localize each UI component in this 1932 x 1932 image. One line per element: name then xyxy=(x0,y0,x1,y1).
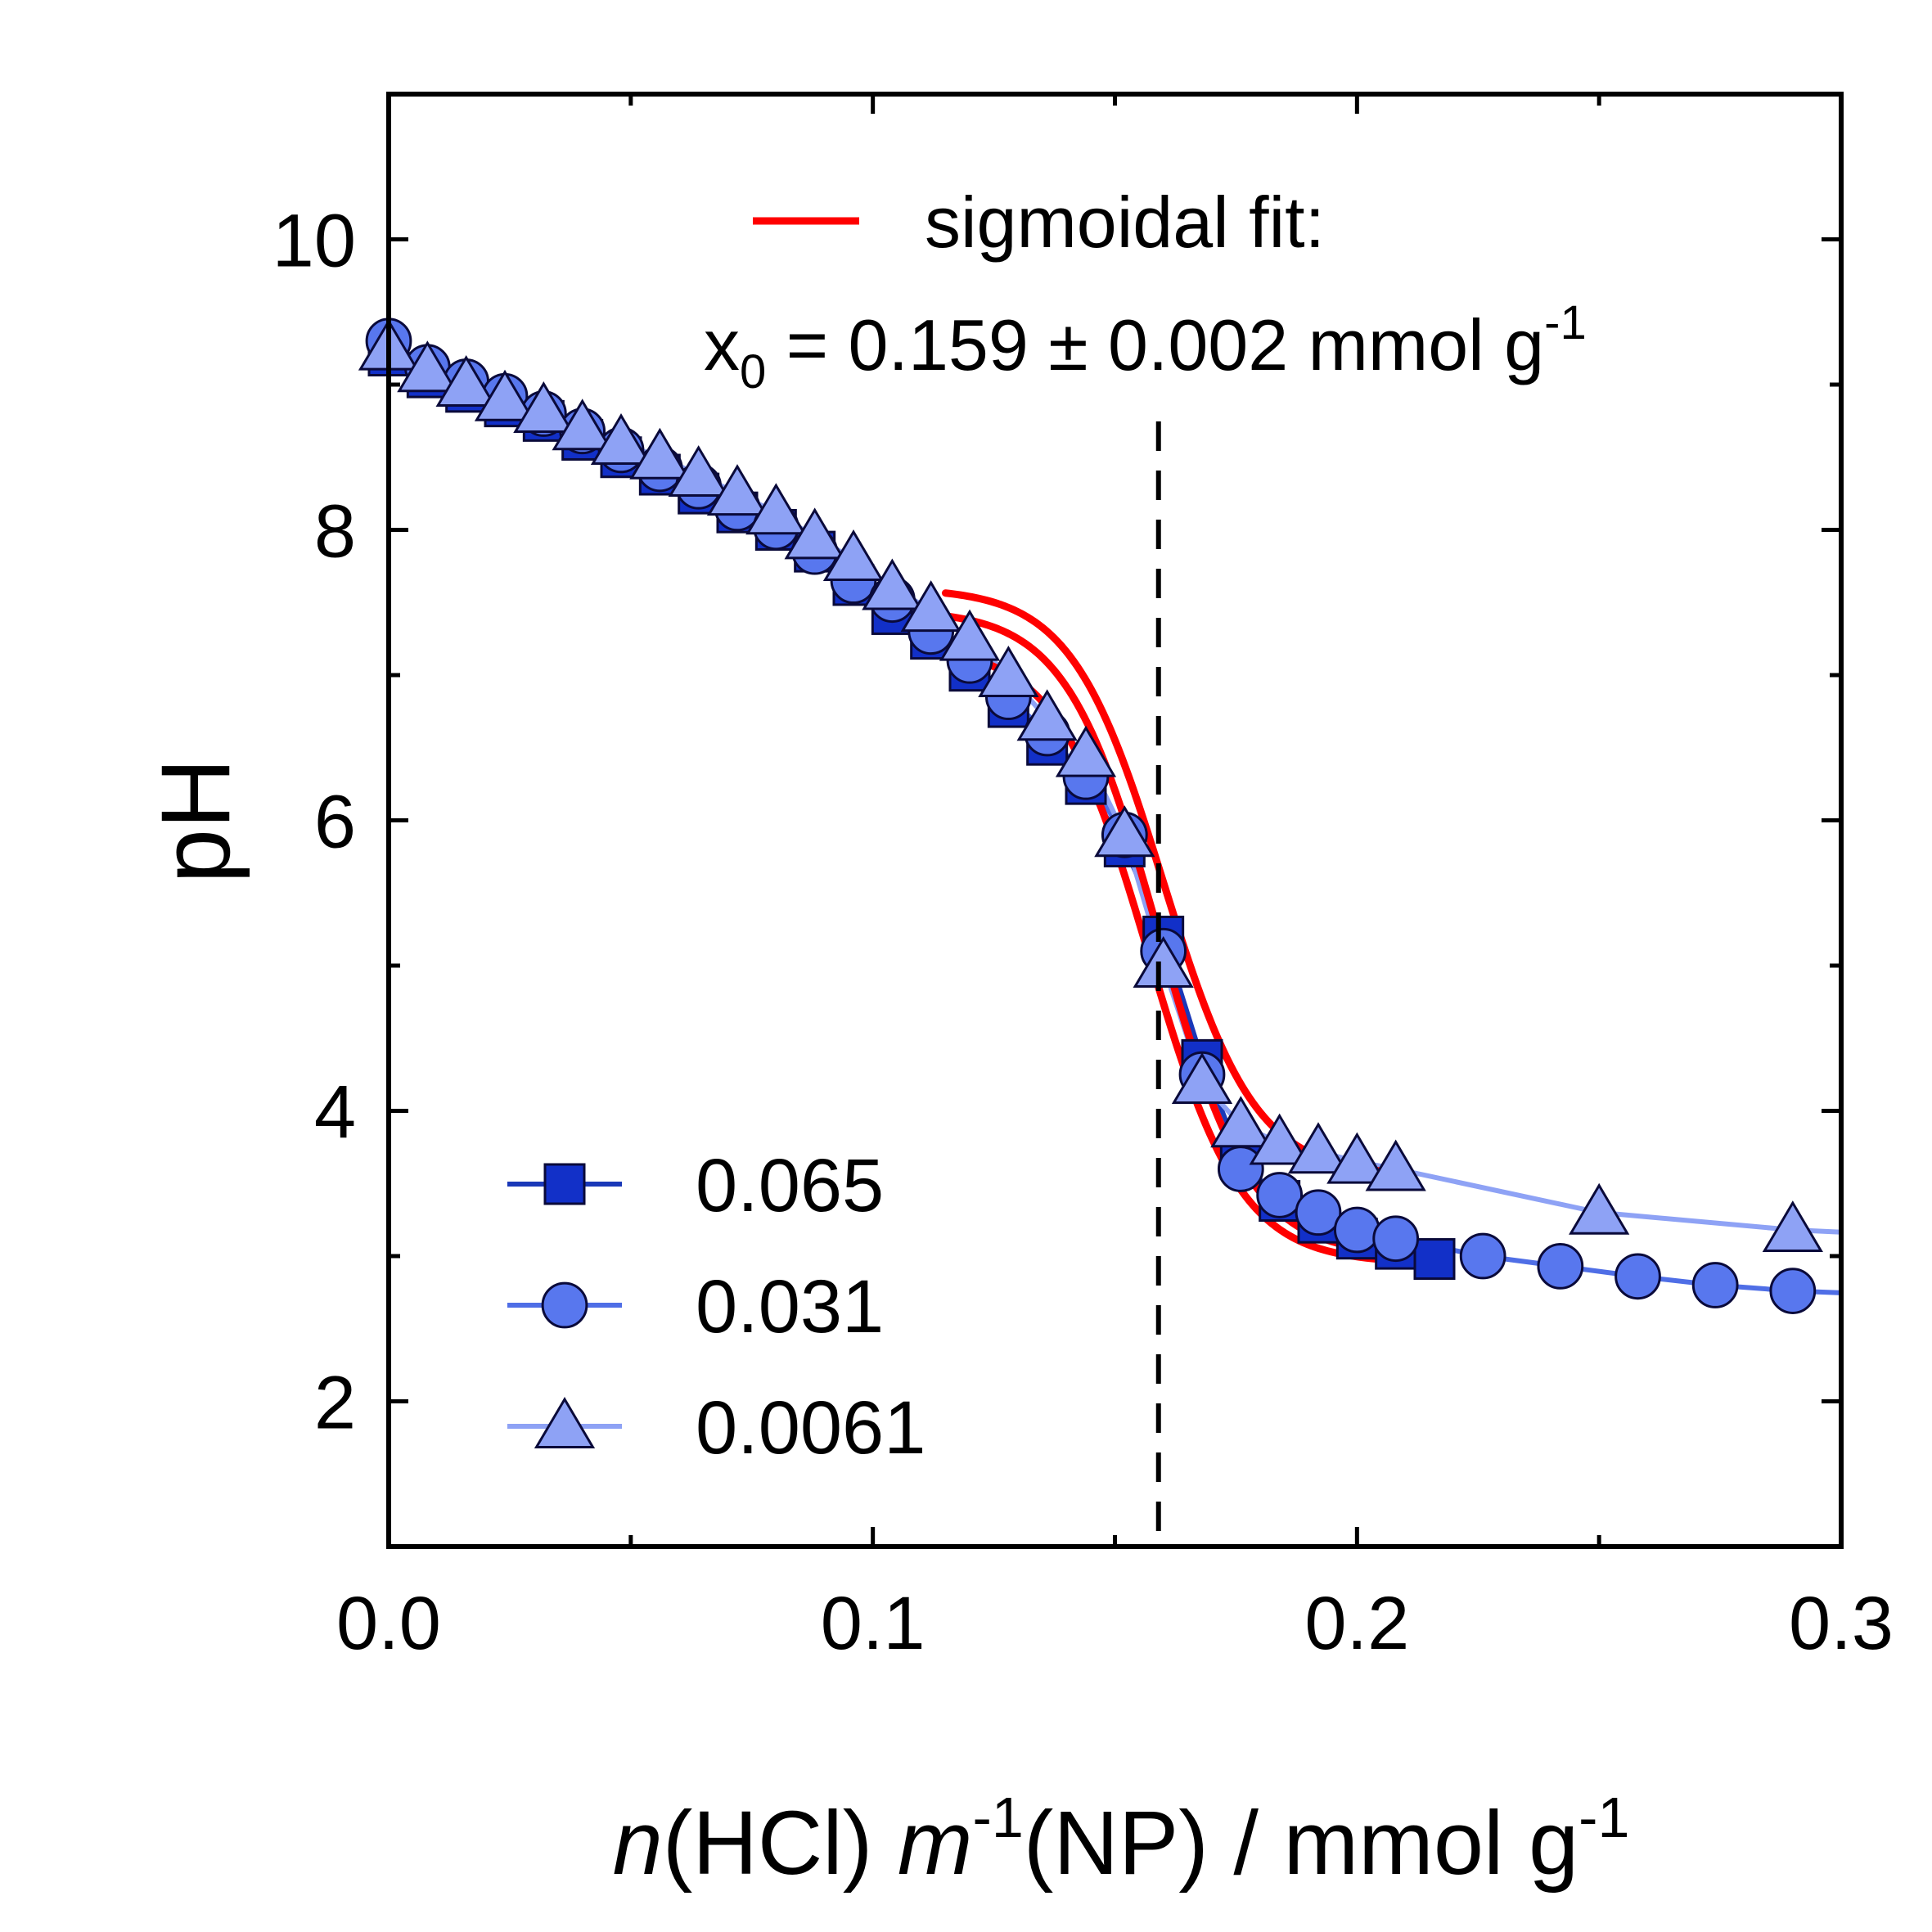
y-tick-label: 10 xyxy=(272,200,356,283)
marker-0.0061 xyxy=(552,399,613,451)
marker-0.0061 xyxy=(668,445,729,498)
fit-legend-label: sigmoidal fit: xyxy=(925,182,1325,263)
marker-0.0061 xyxy=(978,646,1039,697)
marker-0.0061 xyxy=(1171,1052,1233,1104)
legend-marker-0.0061 xyxy=(534,1397,596,1448)
marker-0.0061 xyxy=(513,381,574,433)
legend-label: 0.065 xyxy=(696,1144,884,1227)
plot-frame xyxy=(386,92,1844,1549)
marker-0.0061 xyxy=(862,558,923,610)
marker-0.0061 xyxy=(1210,1096,1272,1148)
data-markers xyxy=(358,317,1823,1314)
marker-0.031 xyxy=(1372,1215,1420,1263)
marker-0.0061 xyxy=(822,529,885,581)
marker-0.0061 xyxy=(1016,689,1078,741)
marker-0.0061 xyxy=(706,464,768,516)
y-tick-label: 6 xyxy=(314,781,356,864)
marker-0.0061 xyxy=(629,427,691,480)
axis-layer: 0.0 0.1 0.2 0.3 2 4 6 8 10 xyxy=(272,94,1894,1665)
x-tick-label: 0.2 xyxy=(1304,1582,1409,1665)
y-axis-label-layer: pH xyxy=(141,758,250,883)
marker-0.031 xyxy=(1691,1262,1739,1308)
marker-0.0061 xyxy=(1094,805,1155,858)
marker-0.0061 xyxy=(939,609,1001,661)
marker-0.0061 xyxy=(1249,1113,1310,1165)
marker-0.0061 xyxy=(900,580,961,633)
y-tick-label: 2 xyxy=(314,1362,356,1445)
legend-marker-0.031 xyxy=(541,1281,588,1329)
marker-0.0061 xyxy=(1133,936,1194,988)
marker-0.031 xyxy=(1295,1189,1342,1236)
marker-0.031 xyxy=(1537,1243,1584,1290)
marker-0.0061 xyxy=(435,355,497,407)
marker-0.031 xyxy=(1333,1206,1380,1254)
marker-0.0061 xyxy=(1569,1182,1630,1235)
legend-label: 0.031 xyxy=(696,1265,884,1349)
fit-result-text: x0 = 0.159 ± 0.002 mmol g-1 xyxy=(704,296,1587,399)
x-tick-label: 0.1 xyxy=(821,1582,925,1665)
marker-0.0061 xyxy=(1762,1200,1823,1253)
legend-marker-0.065 xyxy=(543,1163,586,1205)
legend: 0.065 0.031 0.0061 xyxy=(507,1144,925,1470)
marker-0.0061 xyxy=(1326,1132,1388,1184)
marker-0.0061 xyxy=(474,369,536,421)
marker-0.031 xyxy=(1615,1253,1661,1300)
fit-legend: sigmoidal fit: x0 = 0.159 ± 0.002 mmol g-… xyxy=(704,182,1587,399)
x-axis-label-layer: n(HCl) m-1(NP) / mmol g-1 xyxy=(613,1786,1630,1894)
marker-0.031 xyxy=(1459,1232,1506,1280)
marker-0.031 xyxy=(1256,1172,1304,1218)
marker-0.0061 xyxy=(397,340,458,393)
marker-0.0061 xyxy=(1055,725,1117,777)
marker-0.031 xyxy=(1769,1268,1817,1314)
y-tick-label: 4 xyxy=(314,1071,356,1155)
marker-0.0061 xyxy=(1365,1139,1426,1191)
y-tick-label: 8 xyxy=(314,490,356,574)
marker-0.0061 xyxy=(1287,1122,1349,1174)
marker-0.0061 xyxy=(784,507,845,560)
legend-label: 0.0061 xyxy=(696,1386,925,1470)
y-axis-label: pH xyxy=(141,758,250,883)
x-tick-label: 0.0 xyxy=(336,1582,441,1665)
x-tick-label: 0.3 xyxy=(1789,1582,1894,1665)
marker-0.0061 xyxy=(745,483,807,535)
x-axis-label: n(HCl) m-1(NP) / mmol g-1 xyxy=(613,1786,1630,1894)
marker-0.065 xyxy=(1413,1238,1456,1281)
marker-0.0061 xyxy=(590,413,652,465)
